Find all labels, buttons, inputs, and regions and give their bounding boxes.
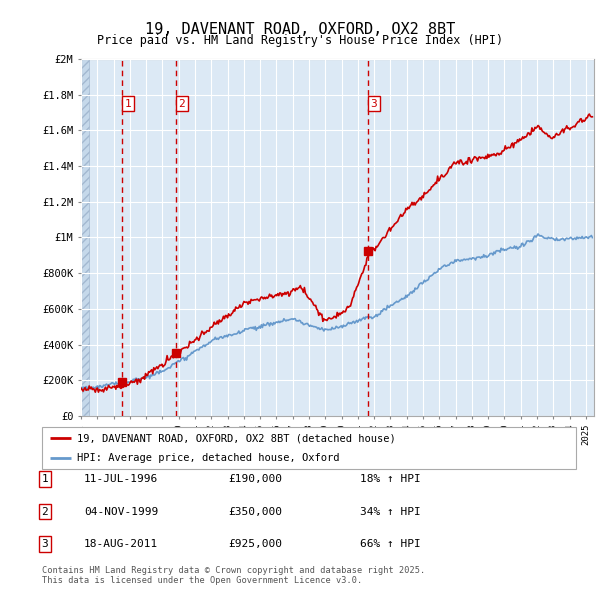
FancyBboxPatch shape (42, 427, 576, 469)
Text: £925,000: £925,000 (228, 539, 282, 549)
Text: HPI: Average price, detached house, Oxford: HPI: Average price, detached house, Oxfo… (77, 454, 339, 463)
Text: £350,000: £350,000 (228, 507, 282, 516)
Text: 2: 2 (41, 507, 49, 516)
Bar (81, 59, 89, 416)
Text: 19, DAVENANT ROAD, OXFORD, OX2 8BT: 19, DAVENANT ROAD, OXFORD, OX2 8BT (145, 22, 455, 37)
Text: £190,000: £190,000 (228, 474, 282, 484)
Text: 3: 3 (41, 539, 49, 549)
Text: 11-JUL-1996: 11-JUL-1996 (84, 474, 158, 484)
Text: 1: 1 (41, 474, 49, 484)
Text: 19, DAVENANT ROAD, OXFORD, OX2 8BT (detached house): 19, DAVENANT ROAD, OXFORD, OX2 8BT (deta… (77, 434, 395, 444)
Text: 18-AUG-2011: 18-AUG-2011 (84, 539, 158, 549)
Text: 66% ↑ HPI: 66% ↑ HPI (360, 539, 421, 549)
Text: 18% ↑ HPI: 18% ↑ HPI (360, 474, 421, 484)
Text: 34% ↑ HPI: 34% ↑ HPI (360, 507, 421, 516)
Text: 04-NOV-1999: 04-NOV-1999 (84, 507, 158, 516)
Text: 1: 1 (125, 99, 131, 109)
Text: 2: 2 (179, 99, 185, 109)
Text: Price paid vs. HM Land Registry's House Price Index (HPI): Price paid vs. HM Land Registry's House … (97, 34, 503, 47)
Text: 3: 3 (371, 99, 377, 109)
Text: Contains HM Land Registry data © Crown copyright and database right 2025.
This d: Contains HM Land Registry data © Crown c… (42, 566, 425, 585)
